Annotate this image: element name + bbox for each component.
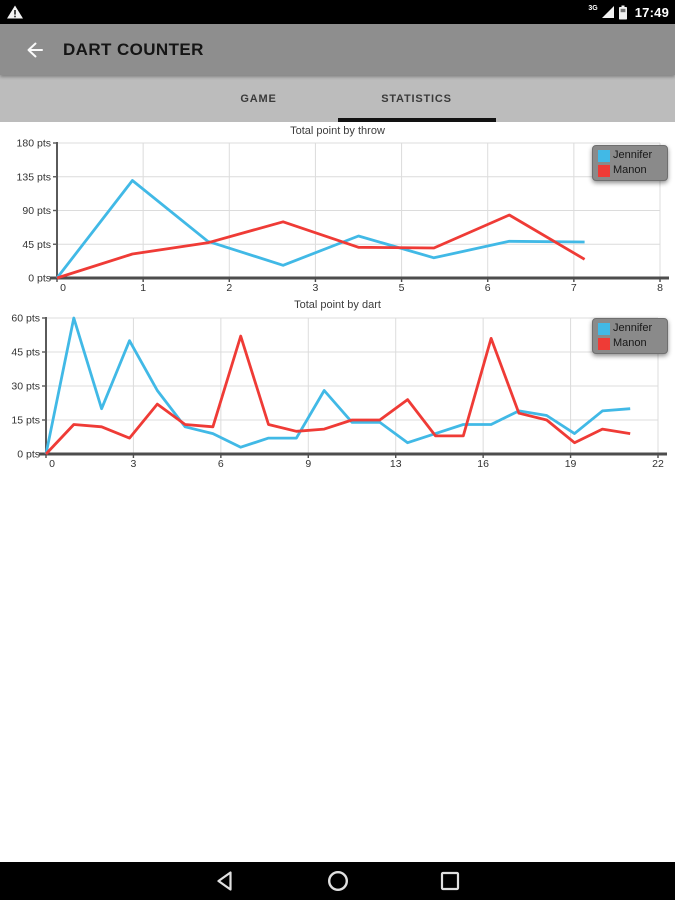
signal-icon	[601, 5, 615, 19]
svg-text:0: 0	[49, 458, 55, 470]
svg-text:13: 13	[390, 458, 402, 470]
svg-text:6: 6	[485, 282, 491, 294]
svg-text:30 pts: 30 pts	[11, 381, 40, 393]
nav-back-button[interactable]	[214, 869, 238, 893]
svg-text:0 pts: 0 pts	[17, 449, 40, 461]
legend: Jennifer Manon	[592, 145, 668, 181]
clock-text: 17:49	[634, 4, 669, 20]
legend: Jennifer Manon	[592, 318, 668, 354]
svg-text:60 pts: 60 pts	[11, 313, 40, 325]
svg-text:0 pts: 0 pts	[28, 273, 51, 285]
legend-row: Manon	[598, 164, 663, 177]
svg-text:15 pts: 15 pts	[11, 415, 40, 427]
warning-icon	[6, 4, 24, 20]
chart-title: Total point by throw	[290, 125, 385, 137]
nav-recents-button[interactable]	[438, 869, 462, 893]
svg-text:19: 19	[565, 458, 577, 470]
svg-text:2: 2	[226, 282, 232, 294]
svg-text:3: 3	[131, 458, 137, 470]
legend-label-jennifer: Jennifer	[613, 322, 653, 334]
nav-home-button[interactable]	[326, 869, 350, 893]
svg-text:45 pts: 45 pts	[22, 239, 51, 251]
status-bar: 3G 17:49	[0, 0, 675, 24]
navigation-bar	[0, 862, 675, 900]
svg-text:6: 6	[218, 458, 224, 470]
svg-text:8: 8	[657, 282, 663, 294]
jennifer-swatch	[598, 149, 610, 162]
app-bar: DART COUNTER	[0, 24, 675, 75]
manon-swatch	[598, 164, 610, 177]
svg-text:16: 16	[477, 458, 489, 470]
dart-chart-plot: 0 pts 15 pts 30 pts 45 pts 60 pts 0 3 6 9 13 16 19 2…	[11, 313, 667, 470]
legend-label-manon: Manon	[613, 164, 647, 176]
svg-text:7: 7	[571, 282, 577, 294]
chart-total-point-by-throw: Total point by throw 0 pts 45 pts 90 pts 13…	[0, 125, 675, 296]
network-type-label: 3G	[588, 4, 598, 12]
svg-text:90 pts: 90 pts	[22, 205, 51, 217]
back-arrow-icon[interactable]	[23, 39, 45, 61]
throw-chart-plot: 0 pts 45 pts 90 pts 135 pts 180 pts 0 1 2 3 5 6 7 8	[17, 138, 669, 294]
status-bar-right: 3G 17:49	[588, 5, 669, 20]
jennifer-swatch	[598, 322, 610, 335]
svg-text:22: 22	[652, 458, 664, 470]
svg-text:0: 0	[60, 282, 66, 294]
legend-row: Manon	[598, 337, 663, 350]
svg-text:3: 3	[313, 282, 319, 294]
legend-label-jennifer: Jennifer	[613, 149, 653, 161]
tab-bar: GAME STATISTICS	[0, 75, 675, 122]
svg-text:5: 5	[399, 282, 405, 294]
tab-game[interactable]: GAME	[240, 92, 277, 105]
statistics-panel: Total point by throw 0 pts 45 pts 90 pts 13…	[0, 122, 675, 862]
manon-swatch	[598, 337, 610, 350]
chart-total-point-by-dart: Total point by dart 0 pts 15 pts 30 pts 45 …	[0, 299, 675, 470]
svg-text:180 pts: 180 pts	[17, 138, 51, 150]
svg-text:45 pts: 45 pts	[11, 347, 40, 359]
tab-statistics[interactable]: STATISTICS	[337, 75, 496, 122]
svg-text:1: 1	[140, 282, 146, 294]
battery-icon	[618, 5, 628, 20]
legend-label-manon: Manon	[613, 337, 647, 349]
svg-text:9: 9	[305, 458, 311, 470]
legend-row: Jennifer	[598, 322, 663, 335]
legend-row: Jennifer	[598, 149, 663, 162]
svg-text:135 pts: 135 pts	[17, 171, 51, 183]
page-title: DART COUNTER	[63, 39, 204, 59]
chart-title: Total point by dart	[294, 299, 381, 311]
